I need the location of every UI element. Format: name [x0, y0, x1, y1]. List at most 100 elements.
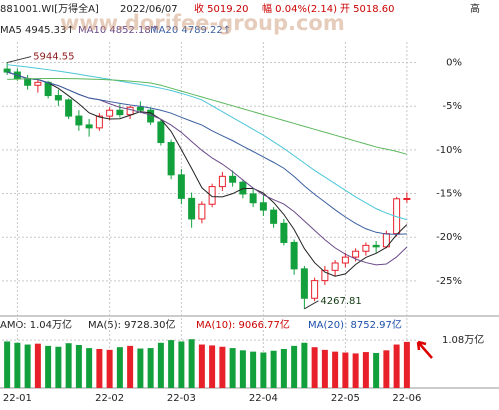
candle-body: [290, 241, 298, 270]
volume-bar: [280, 348, 287, 388]
volume-bar: [383, 350, 390, 388]
y-tick-label: 0%: [446, 58, 462, 69]
volume-bar: [96, 348, 103, 388]
annotation-line: [7, 56, 32, 64]
x-tick-label: 22-04: [249, 393, 278, 404]
x-tick-label: 22-06: [392, 393, 421, 404]
candle-body: [300, 268, 308, 299]
candle-body: [106, 109, 114, 117]
candle-body: [177, 174, 185, 199]
candle-body: [198, 203, 206, 220]
candle-body: [65, 99, 73, 117]
ma-label: MA10 4852.18↑: [78, 25, 159, 36]
header-date: 2022/06/07: [120, 4, 178, 15]
candle-body: [85, 124, 93, 129]
volume-bar: [373, 352, 380, 388]
volume-bar: [239, 350, 246, 388]
candle-body: [372, 244, 380, 248]
candle-body: [208, 186, 216, 205]
candle-body: [126, 106, 134, 116]
candle-body: [341, 256, 349, 264]
candle-body: [167, 142, 175, 176]
volume-bar: [362, 352, 369, 388]
ma-label: MA20 4789.22↑: [150, 25, 231, 36]
volume-bar: [219, 346, 226, 388]
x-tick-label: 22-03: [167, 393, 196, 404]
amo-label: AMO: 1.04万亿: [0, 318, 72, 331]
volume-bar: [4, 341, 11, 388]
volume-bar: [24, 344, 31, 388]
ma-line: [6, 71, 408, 277]
amo-ma-label: MA(20): 8752.97亿: [308, 318, 402, 331]
candle-body: [259, 202, 267, 211]
header-close: 收 5019.20: [194, 2, 249, 15]
annotation-line: [304, 300, 319, 310]
candle-body: [403, 197, 411, 200]
volume-bar: [188, 339, 195, 388]
x-tick-label: 22-01: [3, 393, 32, 404]
volume-bar: [342, 352, 349, 388]
x-tick-label: 22-05: [331, 393, 360, 404]
candle-body: [280, 222, 288, 243]
candle-body: [331, 262, 339, 271]
candle-body: [54, 95, 62, 101]
volume-bar: [168, 340, 175, 388]
volume-bar: [75, 344, 82, 388]
amo-ma-label: MA(5): 9728.30亿: [88, 318, 176, 331]
volume-bar: [250, 351, 257, 388]
candle-body: [188, 197, 196, 220]
candle-body: [249, 193, 257, 204]
volume-bar: [209, 345, 216, 388]
volume-bar: [403, 341, 410, 388]
volume-bar: [332, 351, 339, 388]
annotation: 4267.81: [320, 296, 361, 307]
volume-bar: [352, 353, 359, 388]
volume-bar: [270, 350, 277, 388]
volume-bar: [55, 346, 62, 388]
candle-body: [95, 115, 103, 129]
candle-body: [229, 175, 237, 183]
volume-bar: [321, 349, 328, 388]
volume-bar: [157, 342, 164, 388]
ma-line: [7, 64, 408, 221]
volume-bar: [393, 344, 400, 388]
candle-body: [3, 68, 11, 73]
candle-body: [34, 81, 42, 86]
candle-body: [270, 209, 278, 224]
header-open: 开 5018.60: [340, 4, 395, 15]
candle-body: [157, 121, 165, 144]
watermark: www.dorifee-group.com: [60, 11, 345, 35]
volume-bar: [137, 348, 144, 388]
ma-label: MA5 4945.33↑: [0, 25, 75, 36]
header-high: 高: [470, 2, 480, 15]
x-tick-label: 22-02: [95, 393, 124, 404]
ma-line: [6, 71, 407, 235]
volume-bar: [116, 347, 123, 388]
y-tick-label: -20%: [436, 232, 462, 243]
y-tick-label: -15%: [436, 189, 462, 200]
arrow: [416, 340, 433, 359]
volume-bar: [45, 345, 52, 388]
volume-bar: [229, 348, 236, 388]
volume-bar: [198, 344, 205, 388]
volume-bar: [14, 342, 21, 388]
candle-body: [136, 106, 144, 111]
volume-bar: [260, 352, 267, 388]
y-tick-label: -10%: [436, 145, 462, 156]
volume-bar: [65, 343, 72, 388]
candle-body: [75, 115, 83, 126]
candle-body: [218, 175, 226, 188]
volume-bar: [301, 342, 308, 388]
y-tick-label: -5%: [443, 101, 462, 112]
volume-bar: [178, 341, 185, 388]
volume-bar: [291, 345, 298, 388]
header-change: 幅 0.04%(2.14): [262, 2, 337, 15]
vol-tick-label: 1.08万亿: [442, 333, 484, 346]
ma-line: [7, 77, 408, 155]
volume-bar: [34, 343, 41, 388]
annotation: 5944.55: [33, 52, 74, 63]
candle-body: [24, 78, 32, 86]
volume-bar: [106, 349, 113, 388]
